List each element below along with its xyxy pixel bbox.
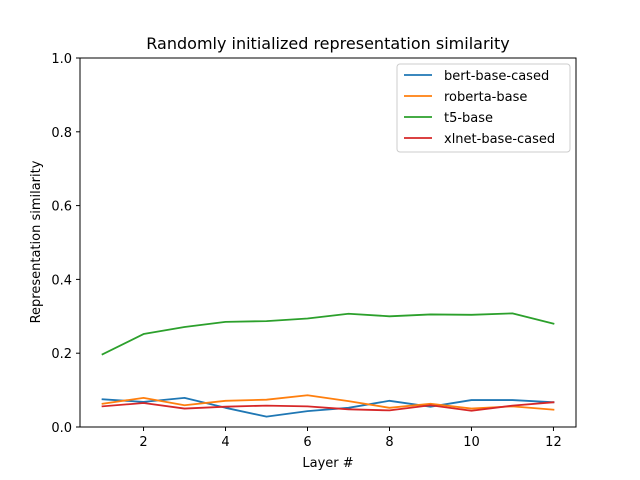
legend-label: roberta-base bbox=[444, 90, 527, 105]
x-tick-label: 6 bbox=[303, 435, 311, 450]
x-tick-label: 12 bbox=[545, 435, 562, 450]
legend-label: bert-base-cased bbox=[444, 69, 549, 84]
plot-area bbox=[101, 312, 555, 418]
x-axis: 2 4 6 8 10 12 bbox=[139, 427, 562, 450]
series-line-xlnet-base-cased bbox=[101, 401, 555, 412]
y-axis: 0.0 0.2 0.4 0.6 0.8 1.0 bbox=[51, 52, 80, 436]
y-axis-label: Representation similarity bbox=[29, 160, 44, 323]
y-tick-label: 0.0 bbox=[51, 421, 72, 436]
x-tick-label: 4 bbox=[221, 435, 229, 450]
y-tick-label: 1.0 bbox=[51, 52, 72, 67]
x-axis-label: Layer # bbox=[302, 456, 353, 471]
legend: bert-base-cased roberta-base t5-base xlnet-… bbox=[396, 63, 571, 153]
y-tick-label: 0.4 bbox=[51, 273, 72, 288]
x-tick-label: 10 bbox=[463, 435, 480, 450]
x-tick-label: 8 bbox=[385, 435, 393, 450]
y-tick-label: 0.6 bbox=[51, 200, 72, 215]
series-line-t5-base bbox=[101, 312, 555, 356]
x-tick-label: 2 bbox=[139, 435, 147, 450]
series-line-roberta-base bbox=[101, 394, 555, 411]
y-tick-label: 0.8 bbox=[51, 126, 72, 141]
legend-box bbox=[396, 63, 571, 153]
legend-label: t5-base bbox=[444, 111, 493, 126]
axes-frame bbox=[79, 57, 577, 428]
series-line-bert-base-cased bbox=[101, 396, 555, 418]
chart-title: Randomly initialized representation simi… bbox=[146, 34, 509, 53]
legend-label: xlnet-base-cased bbox=[444, 132, 555, 147]
y-tick-label: 0.2 bbox=[51, 347, 72, 362]
